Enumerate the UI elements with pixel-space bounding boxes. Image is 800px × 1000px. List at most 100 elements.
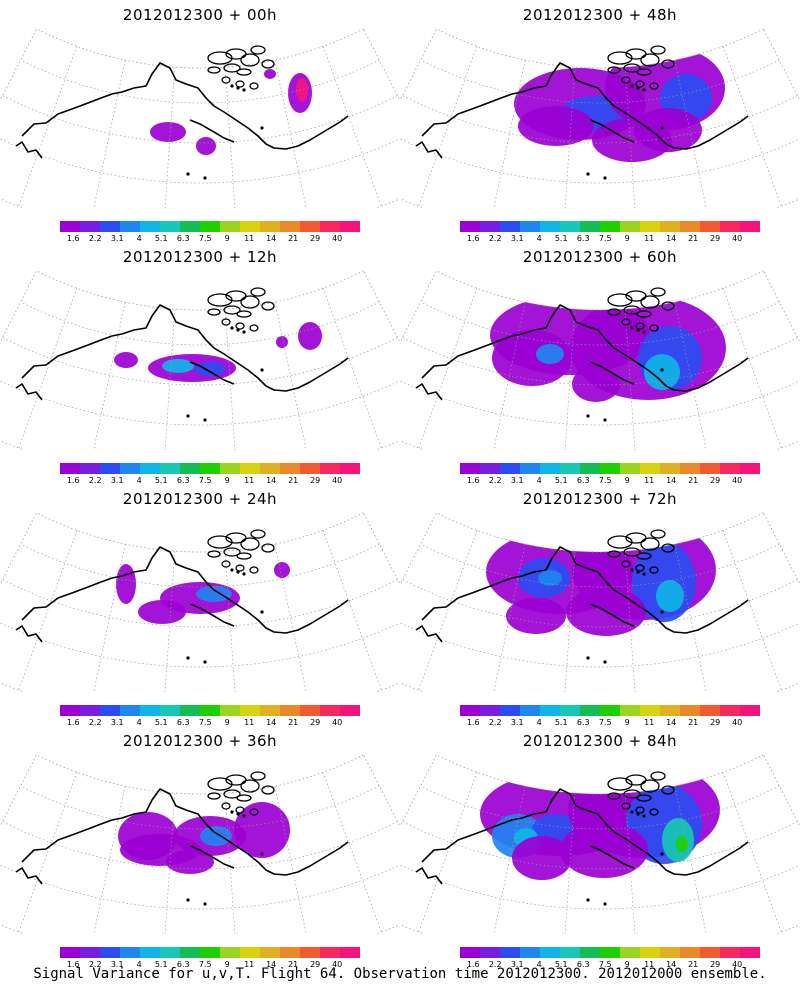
- colorbar-swatch: [480, 463, 501, 474]
- arctic-island: [250, 287, 266, 297]
- variance-region: [512, 836, 572, 880]
- meridian-line: [89, 786, 126, 934]
- arctic-island: [661, 785, 675, 795]
- colorbar-tick-label: 1.6: [66, 718, 80, 727]
- island-dot: [236, 812, 240, 816]
- colorbar-swatch: [480, 221, 501, 232]
- arctic-island: [607, 308, 621, 316]
- arctic-island: [623, 63, 641, 73]
- colorbar-swatch: [340, 221, 360, 232]
- arctic-island: [235, 322, 245, 330]
- meridian-line: [224, 551, 238, 692]
- coastlines: [415, 546, 749, 643]
- colorbar-swatch: [240, 705, 261, 716]
- colorbar-swatch: [280, 947, 301, 958]
- panel-title: 2012012300 + 48h: [522, 6, 678, 24]
- colorbar-swatch: [340, 705, 360, 716]
- colorbar-swatch: [620, 947, 641, 958]
- island-dot: [603, 902, 607, 906]
- forecast-panel-84h: 2012012300 + 84h 1.6 2.2 3.1 4 5.1 6.3 7.5 9 11 14…: [400, 726, 800, 969]
- arctic-island: [623, 305, 641, 315]
- meridian-line: [322, 46, 382, 207]
- meridian-line: [562, 551, 576, 692]
- arctic-island: [640, 295, 660, 309]
- arctic-island: [207, 308, 221, 316]
- arctic-island: [223, 305, 241, 315]
- meridian-line: [89, 60, 126, 208]
- colorbar-tick-label: 11: [644, 234, 655, 243]
- colorbar-swatch: [640, 221, 661, 232]
- variance-region: [114, 352, 138, 368]
- colorbar-swatch: [160, 947, 181, 958]
- arctic-island: [621, 802, 631, 810]
- figure-caption: Signal Variance for u,v,T. Flight 64. Ob…: [33, 966, 767, 982]
- island-dot: [242, 814, 246, 818]
- colorbar-swatch: [320, 463, 341, 474]
- island-dot: [186, 414, 190, 418]
- colorbar: 1.6 2.2 3.1 4 5.1 6.3 7.5 9 11 14 21 29 40: [460, 705, 760, 735]
- colorbar-swatch: [60, 705, 81, 716]
- colorbar-tick-label: 9: [624, 234, 630, 243]
- colorbar-swatch: [580, 463, 601, 474]
- colorbar-swatch: [200, 463, 221, 474]
- colorbar-tick-label: 29: [710, 960, 721, 969]
- island-dot: [630, 810, 634, 814]
- colorbar-swatch: [560, 221, 581, 232]
- meridian-line: [562, 793, 576, 934]
- colorbar-tick-label: 5.1: [554, 234, 568, 243]
- meridian-line: [89, 544, 126, 692]
- arctic-island: [607, 777, 633, 791]
- parallel-line: [0, 856, 400, 910]
- meridian-line: [489, 60, 526, 208]
- colorbar-swatch: [500, 947, 521, 958]
- arctic-island: [207, 792, 221, 800]
- colorbar-tick-label: 3.1: [110, 960, 124, 969]
- arctic-island: [650, 287, 666, 297]
- arctic-island: [635, 322, 645, 330]
- meridian-line: [624, 551, 638, 692]
- variance-region: [492, 330, 572, 386]
- colorbar-swatch: [100, 705, 121, 716]
- colorbar-tick-label: 1.6: [466, 234, 480, 243]
- colorbar-tick-label: 2.2: [488, 476, 502, 485]
- variance-region: [560, 822, 648, 878]
- island-dot: [642, 814, 646, 818]
- colorbar-tick-label: 6.3: [576, 476, 590, 485]
- variance-region: [162, 359, 194, 373]
- island-dot: [203, 902, 207, 906]
- arctic-island: [223, 63, 241, 73]
- meridian-line: [674, 60, 711, 208]
- arctic-island: [640, 779, 660, 793]
- meridian-line: [322, 530, 382, 691]
- coastlines: [15, 304, 349, 401]
- panel-title: 2012012300 + 00h: [122, 6, 278, 24]
- colorbar-tick-label: 7.5: [198, 718, 212, 727]
- arctic-island: [235, 806, 245, 814]
- arctic-island: [649, 324, 659, 332]
- colorbar-swatch: [680, 221, 701, 232]
- colorbar-swatch: [680, 705, 701, 716]
- variance-region: [200, 826, 232, 846]
- meridian-line: [224, 67, 238, 208]
- colorbar-swatch: [720, 705, 741, 716]
- colorbar: 1.6 2.2 3.1 4 5.1 6.3 7.5 9 11 14 21 29 40: [60, 463, 360, 493]
- island-dot: [186, 898, 190, 902]
- colorbar-tick-label: 2.2: [88, 718, 102, 727]
- colorbar-tick-label: 9: [224, 476, 230, 485]
- island-dot: [230, 810, 234, 814]
- colorbar-swatch: [120, 221, 141, 232]
- colorbar-tick-label: 3.1: [510, 960, 524, 969]
- colorbar-tick-label: 1.6: [66, 234, 80, 243]
- variance-region: [264, 69, 276, 79]
- meridian-line: [322, 288, 382, 449]
- colorbar-swatch: [720, 463, 741, 474]
- colorbar-swatch: [200, 947, 221, 958]
- arctic-island: [207, 777, 233, 791]
- colorbar-tick-label: 3.1: [110, 476, 124, 485]
- colorbar-swatch: [140, 947, 161, 958]
- colorbar-swatches: [60, 463, 360, 474]
- colorbar-tick-label: 5.1: [554, 476, 568, 485]
- colorbar-tick-label: 2.2: [88, 476, 102, 485]
- arctic-island: [661, 543, 675, 553]
